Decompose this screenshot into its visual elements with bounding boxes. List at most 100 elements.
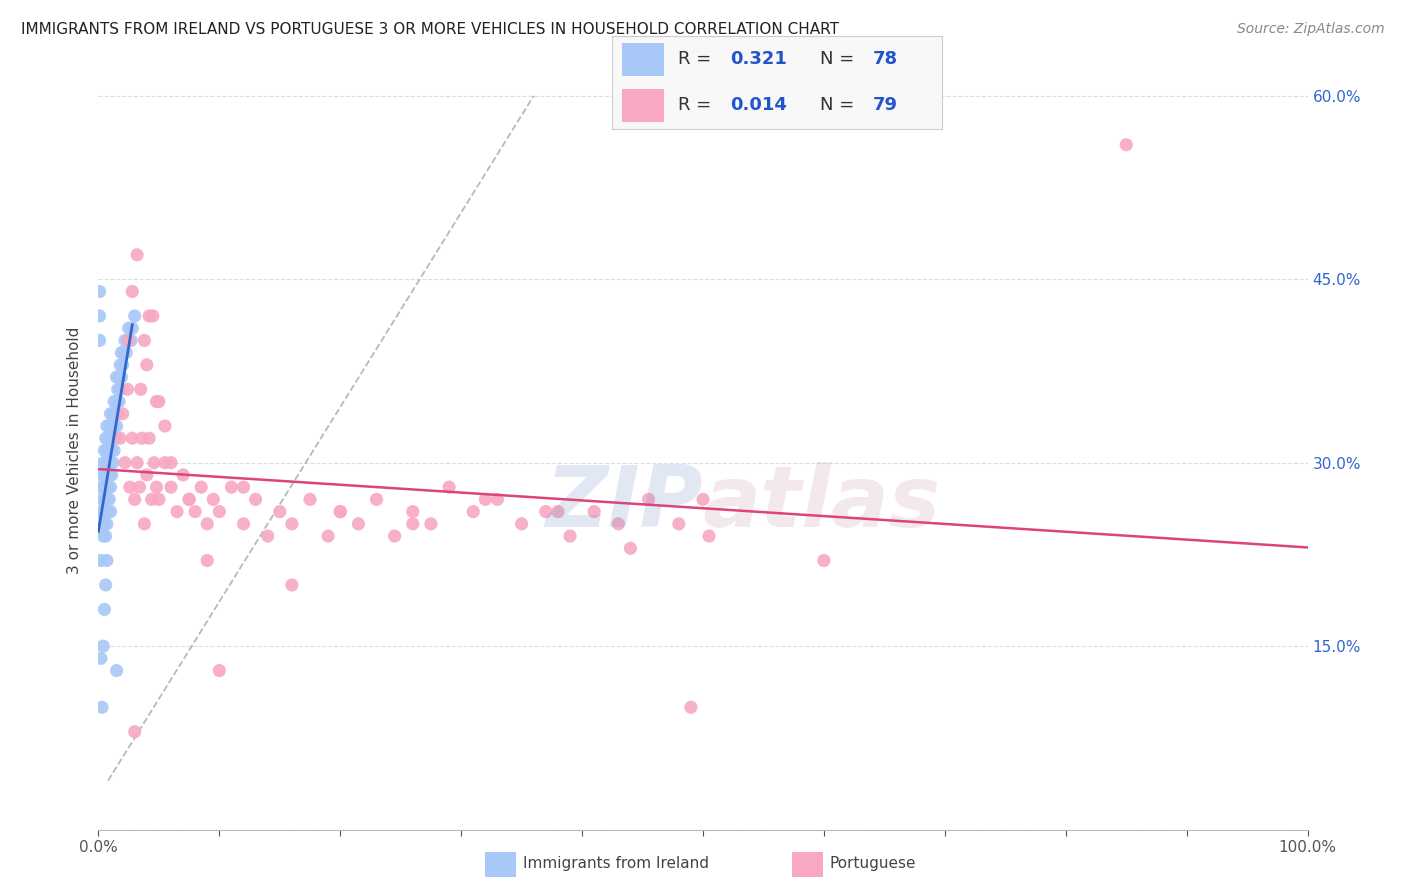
Point (269, 505, 291, 519)
Point (96, 516, 118, 531)
Text: 79: 79 (873, 96, 897, 114)
Point (347, 516, 370, 531)
Bar (621, 43, 665, 76)
Point (134, 334, 156, 348)
Point (486, 492, 509, 507)
Point (117, 382, 139, 396)
Point (100, 407, 122, 421)
Point (316, 529, 339, 543)
Point (437, 480, 460, 494)
Point (135, 358, 157, 372)
Point (98, 443, 121, 458)
Point (107, 407, 129, 421)
Point (558, 529, 581, 543)
Point (118, 480, 141, 494)
Point (91, 505, 114, 519)
Point (108, 358, 131, 372)
Point (117, 334, 139, 348)
Text: 78: 78 (873, 50, 898, 68)
Point (195, 553, 218, 567)
Point (148, 394, 170, 409)
Point (97, 505, 120, 519)
Point (100, 431, 122, 445)
Point (89, 309, 111, 323)
Point (145, 480, 167, 494)
Point (98, 492, 121, 507)
Point (148, 492, 170, 507)
Point (91, 456, 114, 470)
Point (97, 456, 120, 470)
Point (121, 431, 143, 445)
Text: N =: N = (820, 96, 859, 114)
Point (679, 700, 702, 714)
Point (107, 382, 129, 396)
Point (184, 505, 207, 519)
Text: Source: ZipAtlas.com: Source: ZipAtlas.com (1237, 22, 1385, 37)
Point (281, 578, 304, 592)
Bar (621, 89, 665, 122)
Point (93, 467, 115, 482)
Point (91, 467, 114, 482)
Point (96, 443, 118, 458)
Point (190, 480, 212, 494)
Text: R =: R = (678, 50, 717, 68)
Point (534, 505, 557, 519)
Point (145, 394, 167, 409)
Point (138, 309, 160, 323)
Point (202, 492, 225, 507)
Point (91, 516, 114, 531)
Point (474, 492, 496, 507)
Point (108, 394, 131, 409)
Y-axis label: 3 or more Vehicles in Household: 3 or more Vehicles in Household (67, 326, 83, 574)
Point (124, 724, 146, 739)
Point (138, 431, 160, 445)
Text: N =: N = (820, 50, 859, 68)
Point (110, 345, 132, 359)
Point (166, 505, 188, 519)
Point (96, 467, 118, 482)
Point (103, 419, 125, 434)
Point (131, 431, 153, 445)
Point (111, 407, 134, 421)
Point (329, 505, 352, 519)
Text: IMMIGRANTS FROM IRELAND VS PORTUGUESE 3 OR MORE VEHICLES IN HOUSEHOLD CORRELATIO: IMMIGRANTS FROM IRELAND VS PORTUGUESE 3 … (21, 22, 839, 37)
Point (127, 248, 149, 262)
Point (96, 419, 118, 434)
Point (103, 443, 125, 458)
Point (94, 480, 117, 494)
Point (90, 480, 112, 494)
Point (179, 492, 201, 507)
Point (100, 480, 122, 494)
Point (208, 664, 231, 678)
Point (121, 285, 143, 299)
Point (114, 456, 136, 470)
Point (105, 394, 128, 409)
Point (111, 358, 134, 372)
Point (245, 492, 267, 507)
Text: R =: R = (678, 96, 717, 114)
Point (100, 456, 122, 470)
Point (91, 492, 114, 507)
Point (118, 334, 141, 348)
Point (384, 529, 406, 543)
Point (402, 505, 425, 519)
Point (100, 505, 122, 519)
Point (94, 529, 117, 543)
Point (281, 516, 304, 531)
Point (103, 394, 125, 409)
Point (100, 443, 122, 458)
Point (547, 505, 569, 519)
Point (232, 480, 254, 494)
Point (93, 602, 115, 616)
Point (96, 553, 118, 567)
Text: atlas: atlas (703, 462, 941, 545)
Point (90, 651, 112, 665)
Point (97, 480, 120, 494)
Point (143, 456, 166, 470)
Point (637, 492, 659, 507)
Point (108, 431, 131, 445)
Text: ZIP: ZIP (546, 462, 703, 545)
Point (153, 419, 176, 434)
Point (90, 505, 112, 519)
Point (100, 419, 122, 434)
